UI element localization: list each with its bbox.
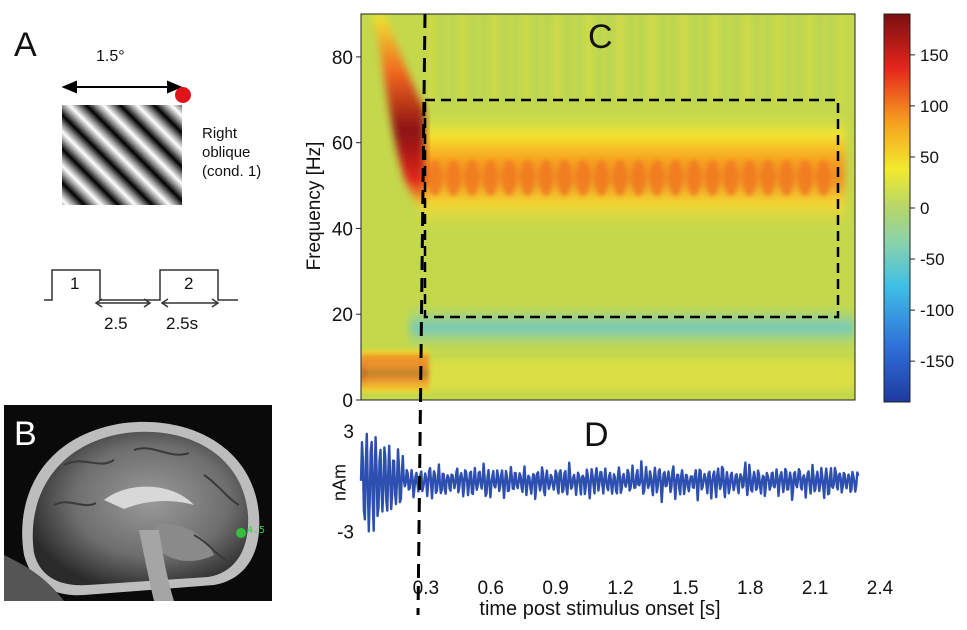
trace-x-ticks: 0.3 0.6 0.9 1.2 1.5 1.8 2.1 2.4 [413,578,894,599]
caption-line-2: oblique [202,144,251,161]
trace-y-label: nAm [329,464,350,502]
timeline-block-2: 2 [184,274,194,293]
analysis-window-box [423,98,840,319]
colorbar-ticks: 150 100 50 0 -50 -100 -150 [910,46,954,371]
source-marker-label: 4.5 [247,525,266,536]
mri-sagittal-image: 4.5 [4,405,272,601]
trace-x-tick-label: 0.9 [542,578,568,599]
colorbar-tick-label: 150 [920,46,948,65]
heatmap-y-tick-label: 80 [332,48,353,69]
panel-letter-c: C [588,18,613,56]
panel-letter-b: B [14,415,37,453]
trace-y-ticks: 3 -3 [337,422,354,544]
panel-letter-d: D [584,416,609,454]
visual-angle-label: 1.5° [96,48,125,65]
heatmap-frame [360,13,856,401]
colorbar-tick-label: 100 [920,97,948,116]
stimulus-dot [175,87,191,103]
caption-line-1: Right [202,125,238,142]
heatmap-image [361,14,855,400]
colorbar-tick-label: -100 [920,301,954,320]
colorbar [883,13,911,403]
colorbar-tick-label: 50 [920,148,939,167]
colorbar-tick-label: 0 [920,199,929,218]
stimulus-caption: Right oblique (cond. 1) [202,124,261,181]
trace-x-tick-label: 1.2 [607,578,633,599]
colorbar-tick-label: -150 [920,352,954,371]
heatmap-y-tick-label: 60 [332,134,353,155]
timeline-duration-label: 2.5s [166,314,199,333]
timeline-gap-label: 2.5 [104,314,128,333]
source-marker [236,528,246,538]
mri-drawing [4,421,260,601]
colorbar-tick-label: -50 [920,250,945,269]
heatmap-y-tick-label: 0 [342,391,353,412]
trace-y-tick-label: 3 [343,422,354,443]
trace-x-tick-label: 2.1 [802,578,828,599]
heatmap-y-tick-label: 20 [332,305,353,326]
trace-y-tick-label: -3 [337,522,354,543]
heatmap-y-ticks: 0 20 40 60 80 [332,48,361,412]
timeline-block-1: 1 [70,274,80,293]
heatmap-y-tick-label: 40 [332,219,353,240]
caption-line-3: (cond. 1) [202,163,262,180]
dipole-timecourse [359,432,860,533]
trace-x-label: time post stimulus onset [s] [479,598,721,620]
trace-x-tick-label: 2.4 [867,578,894,599]
heatmap-y-label: Frequency [Hz] [304,141,325,271]
trace-x-tick-label: 1.8 [737,578,763,599]
trace-x-tick-label: 0.3 [413,578,439,599]
trace-x-tick-label: 0.6 [478,578,504,599]
stimulus-onset-line [416,13,427,616]
panel-letter-a: A [14,26,37,64]
trace-x-tick-label: 1.5 [672,578,698,599]
